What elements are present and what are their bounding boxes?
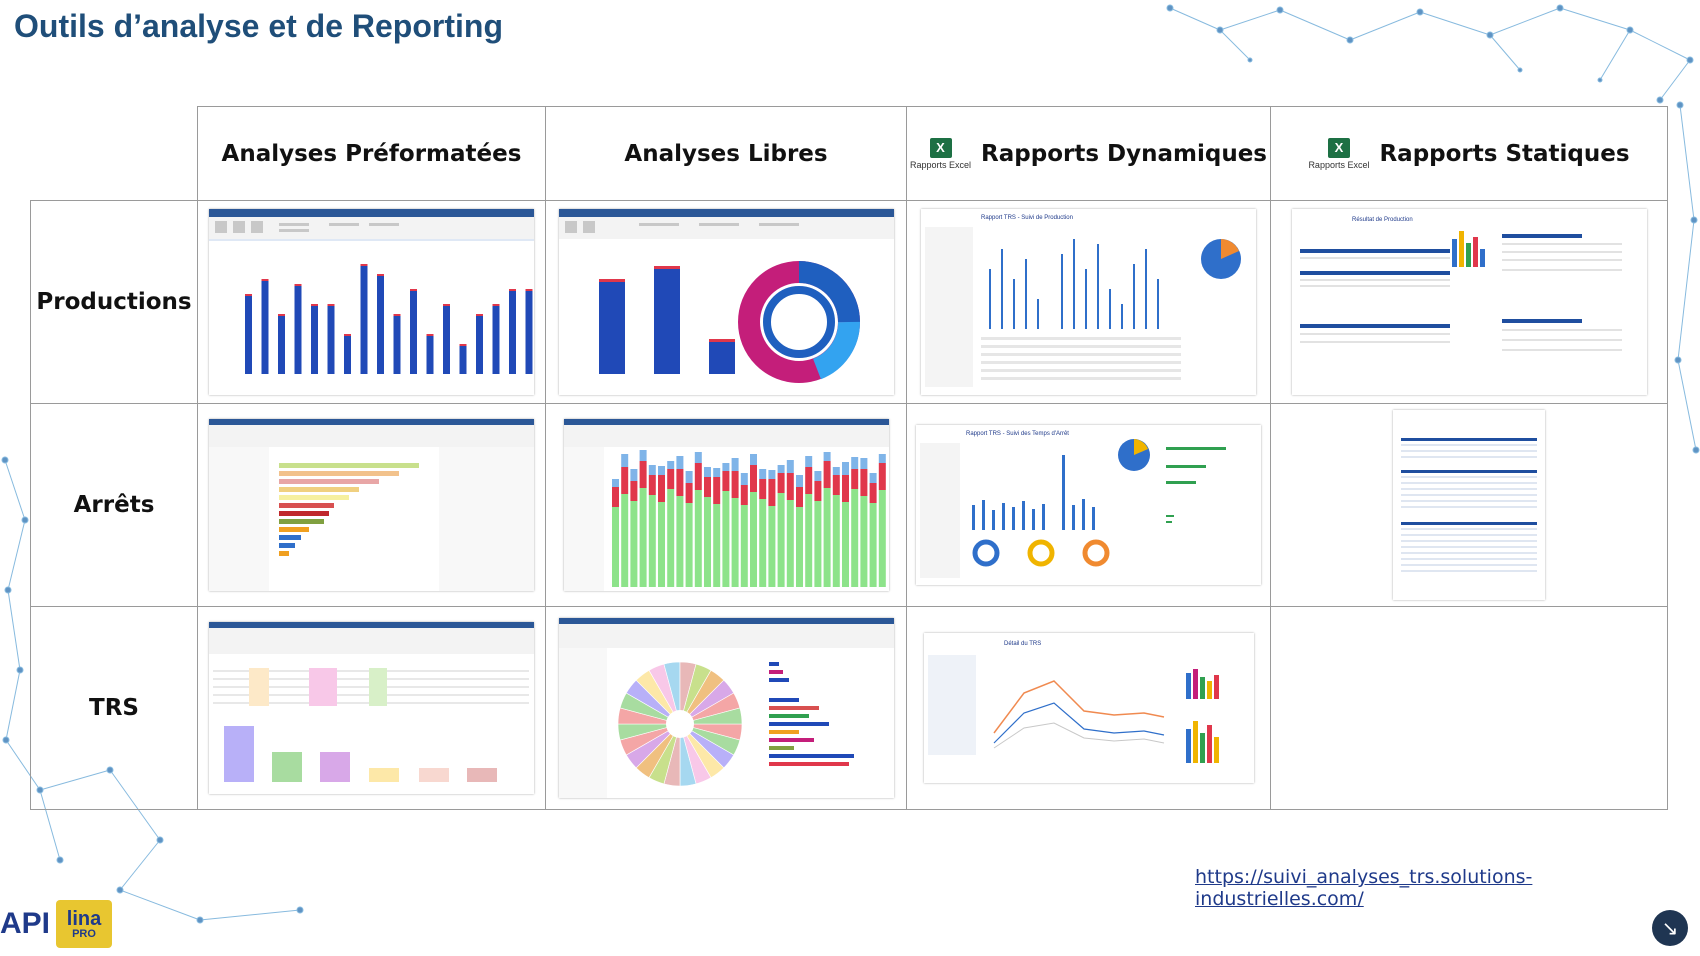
network-decoration-top-right bbox=[1166, 4, 1694, 104]
row-header-label: Productions bbox=[36, 289, 192, 315]
excel-badge-label: Rapports Excel bbox=[910, 159, 972, 170]
col-header-label: Rapports Dynamiques bbox=[981, 140, 1267, 167]
col-header-label: Analyses Libres bbox=[624, 140, 828, 167]
bar-donut-thumbnail bbox=[558, 209, 894, 383]
static-report-thumbnail: Résultat de Production bbox=[1299, 217, 1622, 351]
col-header-dynamic: X Rapports Excel Rapports Dynamiques bbox=[906, 106, 1271, 201]
thumbnail-arr-preformatted[interactable] bbox=[209, 419, 534, 591]
thumbnail-arr-free[interactable] bbox=[563, 419, 889, 591]
cell-arr-static bbox=[1270, 403, 1668, 607]
thumbnail-trs-preformatted[interactable] bbox=[209, 622, 534, 794]
col-header-label: Analyses Préformatées bbox=[221, 140, 522, 167]
col-header-preformatted: Analyses Préformatées bbox=[197, 106, 546, 201]
excel-icon: X bbox=[1327, 137, 1350, 158]
col-header-label: Rapports Statiques bbox=[1379, 140, 1630, 167]
cell-trs-preformatted bbox=[197, 606, 546, 810]
excel-badge: X Rapports Excel bbox=[1308, 137, 1370, 170]
cell-trs-static-empty bbox=[1270, 606, 1668, 810]
website-link[interactable]: https://suivi_analyses_trs.solutions-ind… bbox=[1195, 866, 1533, 910]
hbar-chart-thumbnail bbox=[209, 419, 534, 591]
row-header-label: TRS bbox=[89, 695, 139, 721]
thumbnail-prod-free[interactable] bbox=[558, 209, 894, 395]
row-header-productions: Productions bbox=[30, 200, 198, 404]
cell-prod-static: Résultat de Production bbox=[1270, 200, 1668, 404]
sunburst-thumbnail bbox=[558, 618, 894, 798]
report-title: Résultat de Production bbox=[1352, 217, 1413, 223]
lina-logo-text: lina bbox=[66, 907, 102, 930]
cell-prod-preformatted bbox=[197, 200, 546, 404]
excel-badge-label: Rapports Excel bbox=[1308, 159, 1370, 170]
row-header-arrets: Arrêts bbox=[30, 403, 198, 607]
table-bars-thumbnail bbox=[209, 622, 534, 782]
row-header-trs: TRS bbox=[30, 606, 198, 810]
corner-cell bbox=[30, 106, 198, 201]
company-logo: API lina PRO bbox=[0, 900, 113, 948]
stacked-bar-thumbnail bbox=[563, 419, 889, 591]
cell-prod-dynamic: Rapport TRS - Suivi de Production bbox=[906, 200, 1271, 404]
col-header-free: Analyses Libres bbox=[545, 106, 907, 201]
api-logo: API bbox=[0, 907, 51, 940]
excel-badge: X Rapports Excel bbox=[910, 137, 972, 170]
row-header-label: Arrêts bbox=[73, 492, 155, 518]
thumbnail-arr-static[interactable] bbox=[1393, 410, 1545, 600]
cell-prod-free bbox=[545, 200, 907, 404]
static-report-thumbnail bbox=[1401, 438, 1537, 572]
excel-report-thumbnail: Détail du TRS bbox=[927, 641, 1219, 763]
thumbnail-trs-free[interactable] bbox=[558, 618, 894, 798]
cell-trs-free bbox=[545, 606, 907, 810]
cell-arr-free bbox=[545, 403, 907, 607]
report-title: Rapport TRS - Suivi de Production bbox=[981, 215, 1073, 221]
cell-arr-dynamic: Rapport TRS - Suivi des Temps d'Arrêt bbox=[906, 403, 1271, 607]
thumbnail-arr-dynamic[interactable]: Rapport TRS - Suivi des Temps d'Arrêt bbox=[916, 425, 1261, 585]
bar-chart-thumbnail bbox=[209, 209, 534, 374]
thumbnail-prod-dynamic[interactable]: Rapport TRS - Suivi de Production bbox=[921, 209, 1256, 395]
lina-pro-logo: lina PRO bbox=[56, 900, 113, 948]
thumbnail-trs-dynamic[interactable]: Détail du TRS bbox=[923, 633, 1254, 783]
col-header-static: X Rapports Excel Rapports Statiques bbox=[1270, 106, 1668, 201]
slide-title: Outils d’analyse et de Reporting bbox=[14, 8, 503, 44]
report-title: Détail du TRS bbox=[1004, 641, 1041, 647]
excel-report-thumbnail: Rapport TRS - Suivi de Production bbox=[925, 215, 1241, 387]
cell-arr-preformatted bbox=[197, 403, 546, 607]
thumbnail-prod-static[interactable]: Résultat de Production bbox=[1291, 209, 1647, 395]
report-title: Rapport TRS - Suivi des Temps d'Arrêt bbox=[966, 431, 1069, 437]
cell-trs-dynamic: Détail du TRS bbox=[906, 606, 1271, 810]
thumbnail-prod-preformatted[interactable] bbox=[209, 209, 534, 395]
arrow-down-right-icon[interactable]: ↘ bbox=[1652, 910, 1688, 946]
excel-report-thumbnail: Rapport TRS - Suivi des Temps d'Arrêt bbox=[920, 431, 1226, 578]
excel-icon: X bbox=[929, 137, 952, 158]
lina-logo-pro: PRO bbox=[72, 927, 96, 940]
